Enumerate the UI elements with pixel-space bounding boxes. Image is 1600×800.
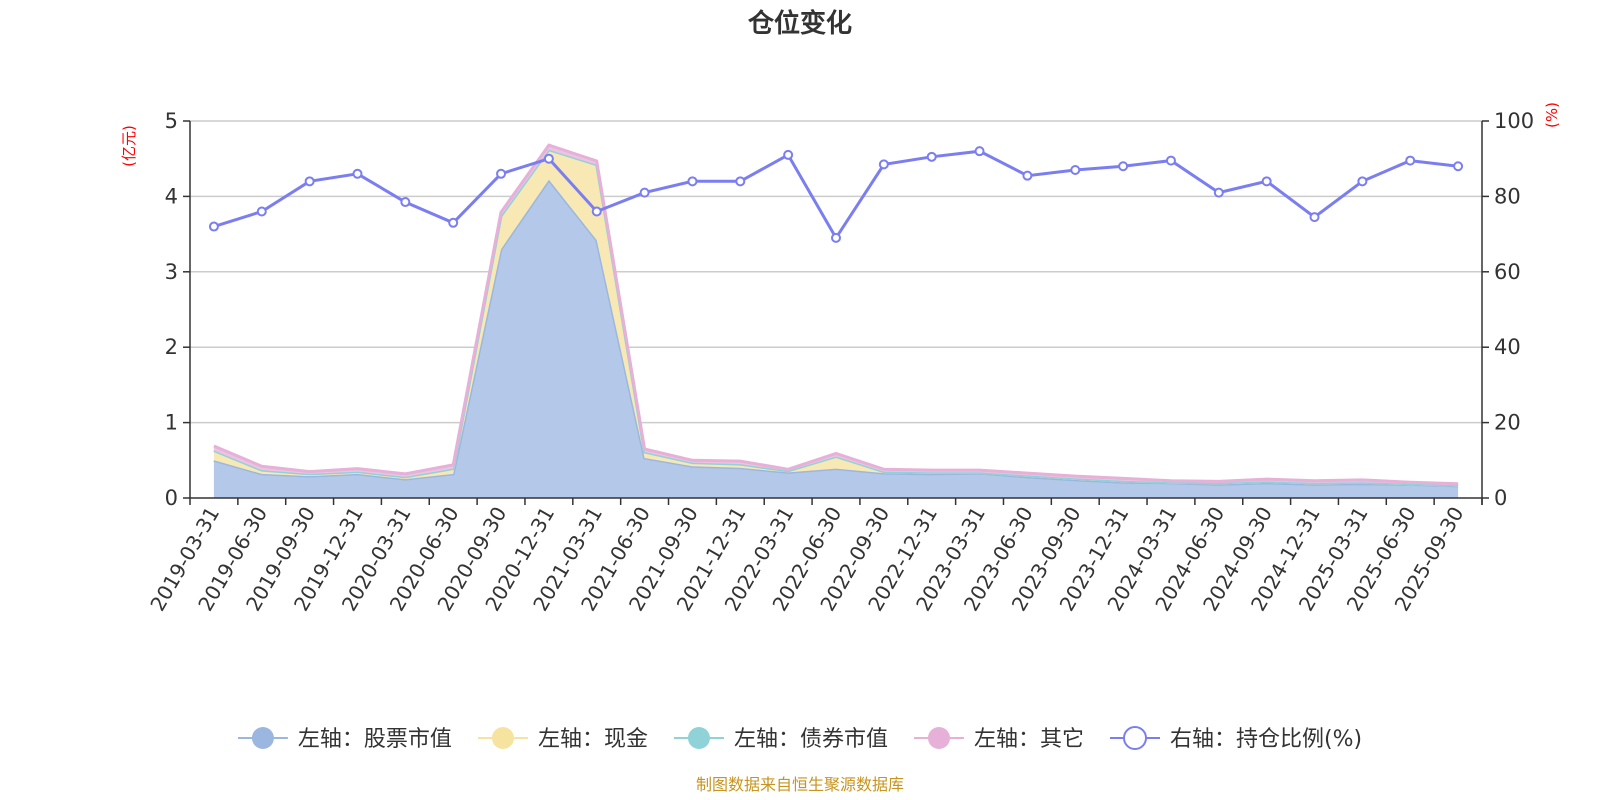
ratio-point[interactable] [352,168,363,179]
ratio-point[interactable] [974,146,985,157]
ratio-point[interactable] [448,217,459,228]
legend-item[interactable]: 左轴：现金 [477,727,648,752]
area-series [213,143,1459,499]
ratio-point[interactable] [1165,155,1176,166]
left-tick-label: 3 [165,260,178,284]
left-tick-label: 5 [165,109,178,133]
legend-marker-icon [687,727,710,749]
legend-marker-icon [491,727,514,749]
ratio-point[interactable] [878,159,889,170]
ratio-point[interactable] [1453,161,1464,172]
ratio-point[interactable] [1070,165,1081,176]
left-tick-label: 4 [165,184,178,208]
legend-label: 左轴：股票市值 [298,727,452,752]
grid-lines [190,120,1482,424]
ratio-point[interactable] [1357,176,1368,187]
legend-marker-icon [927,727,950,749]
ratio-point[interactable] [256,206,267,217]
line-series [208,146,1464,243]
ratio-point[interactable] [400,197,411,208]
legend-label: 左轴：其它 [974,727,1084,752]
right-axis-unit: (%) [1543,102,1561,128]
ratio-point[interactable] [639,187,650,198]
ratio-point[interactable] [831,232,841,243]
ratio-point[interactable] [1261,176,1272,187]
left-tick-label: 2 [165,335,178,359]
legend-marker-icon [251,727,274,749]
legend-marker-icon [1122,726,1147,750]
ratio-point[interactable] [208,221,219,232]
legend-item[interactable]: 左轴：债券市值 [673,727,888,752]
legend-label: 右轴：持仓比例(%) [1170,727,1362,752]
legend-label: 左轴：现金 [538,727,648,752]
source-note: 制图数据来自恒生聚源数据库 [696,775,904,794]
ratio-point[interactable] [687,176,698,187]
right-tick-label: 80 [1494,184,1521,208]
legend-item[interactable]: 左轴：其它 [913,727,1084,752]
right-tick-label: 0 [1494,486,1507,510]
legend-label: 左轴：债券市值 [734,727,888,752]
legend[interactable]: 左轴：股票市值 左轴：现金 左轴：债券市值 左轴：其它 右轴：持仓比例(%) [237,726,1362,752]
axes: 0123450204060801002019-03-312019-06-3020… [145,109,1534,615]
ratio-point[interactable] [591,206,602,217]
right-tick-label: 100 [1494,109,1534,133]
ratio-point[interactable] [1213,187,1224,198]
chart-title: 仓位变化 [747,8,852,39]
ratio-point[interactable] [304,176,315,187]
ratio-point[interactable] [735,176,746,187]
ratio-line [213,149,1459,241]
ratio-point[interactable] [1022,170,1033,181]
left-tick-label: 0 [165,486,178,510]
area-fill [213,179,1459,499]
legend-item[interactable]: 右轴：持仓比例(%) [1109,726,1362,752]
legend-item[interactable]: 左轴：股票市值 [237,727,452,752]
ratio-point[interactable] [1309,212,1320,223]
ratio-point[interactable] [1118,161,1129,172]
left-tick-label: 1 [165,411,178,435]
ratio-point[interactable] [543,153,554,164]
ratio-point[interactable] [1405,155,1416,166]
left-axis-unit: (亿元) [120,125,138,167]
area-line [213,177,1459,488]
right-tick-label: 20 [1494,411,1521,435]
ratio-point[interactable] [926,151,937,162]
right-tick-label: 60 [1494,260,1521,284]
ratio-point[interactable] [783,149,794,160]
area-line [213,143,1459,486]
ratio-point[interactable] [496,168,507,179]
right-tick-label: 40 [1494,335,1521,359]
